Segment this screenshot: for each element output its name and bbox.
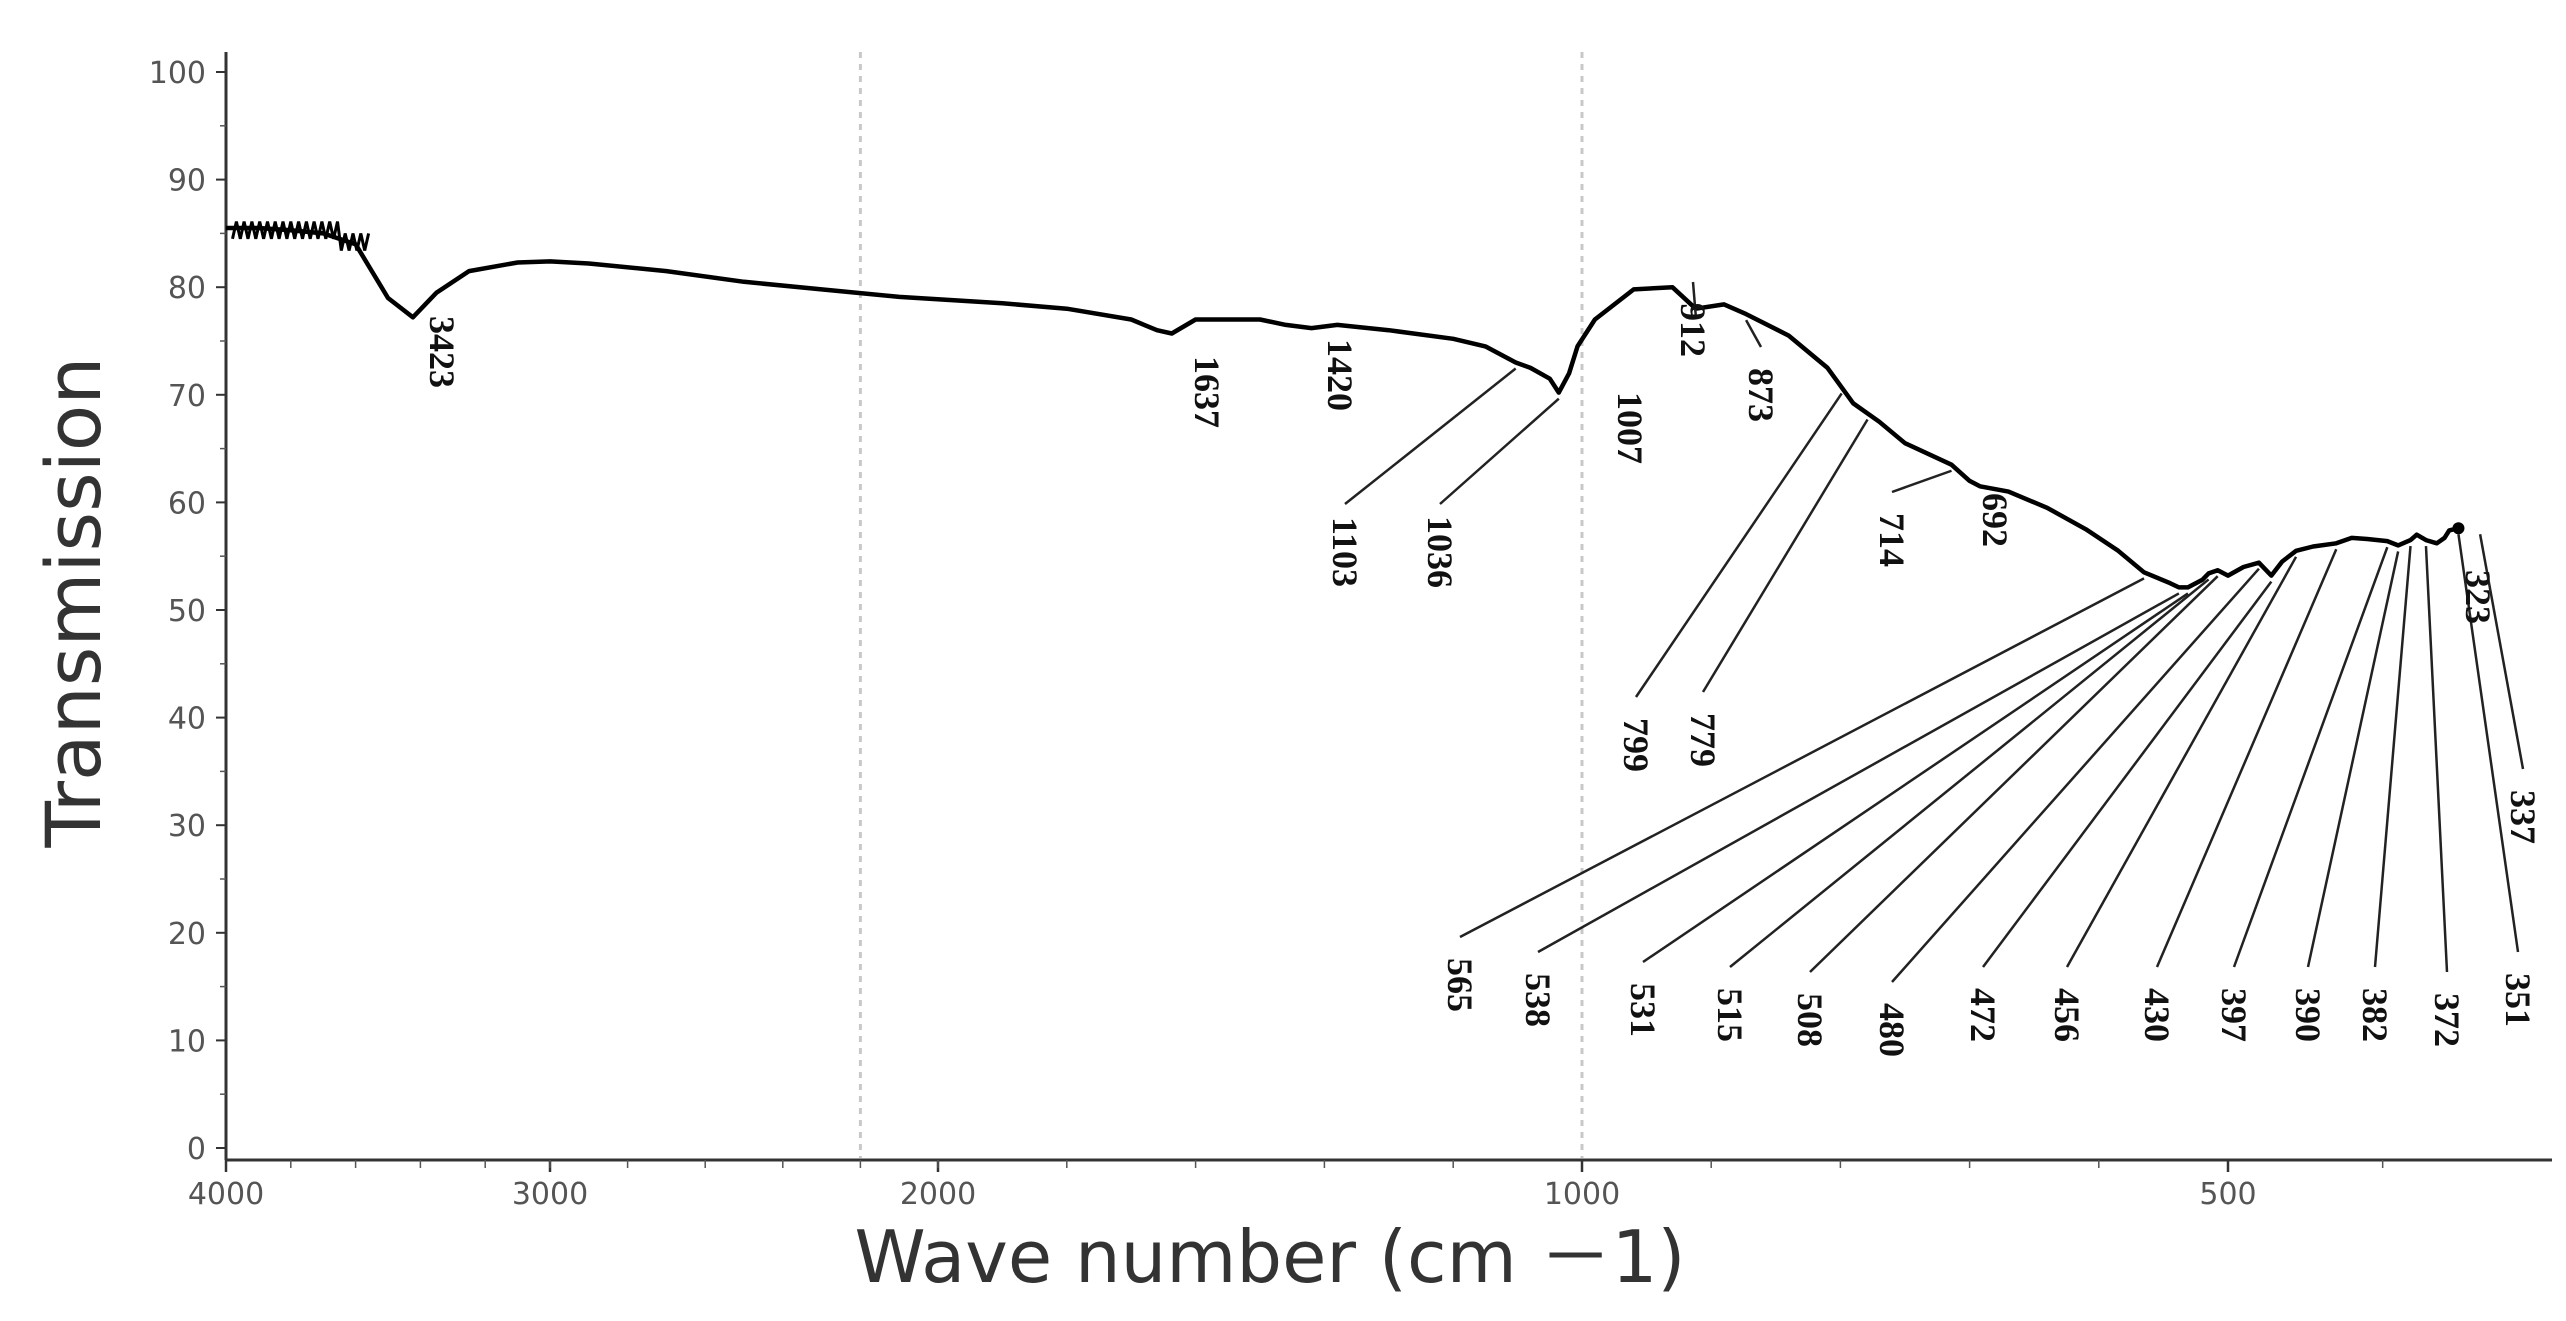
annotation-leader-538 [1537, 592, 2180, 954]
y-tick-label: 40 [168, 702, 206, 737]
peak-label-480: 480 [1872, 1003, 1912, 1057]
peak-label-3423: 3423 [422, 316, 462, 388]
peak-label-912: 912 [1673, 303, 1713, 357]
tick-labels: 0 10 20 30 40 50 60 70 80 90 100 4000 3000 2000 1000 50… [149, 56, 2257, 1212]
annotation-leader-714 [1891, 469, 1952, 494]
peak-label-337: 337 [2503, 790, 2543, 844]
y-axis-title: Transmission [29, 357, 118, 849]
peak-label-508: 508 [1790, 993, 1830, 1047]
peak-label-430: 430 [2137, 988, 2177, 1042]
annotation-leader-565 [1459, 577, 2145, 939]
annotation-leader-779 [1701, 418, 1869, 693]
peak-label-714: 714 [1872, 513, 1912, 567]
peak-label-397: 397 [2214, 988, 2254, 1042]
peak-label-382: 382 [2355, 988, 2395, 1042]
y-tick-label: 80 [168, 271, 206, 306]
y-tick-label: 10 [168, 1024, 206, 1059]
tick-marks [216, 71, 2384, 1172]
peak-label-692: 692 [1975, 493, 2015, 547]
peak-label-531: 531 [1623, 983, 1663, 1037]
annotation-leader-799 [1634, 392, 1843, 698]
annotation-leader-456 [2065, 556, 2298, 968]
x-tick-label: 2000 [900, 1177, 976, 1212]
peak-label-1007: 1007 [1610, 392, 1650, 464]
y-tick-label: 20 [168, 917, 206, 952]
peak-label-456: 456 [2047, 988, 2087, 1042]
peak-label-472: 472 [1963, 988, 2003, 1042]
y-tick-label: 0 [187, 1132, 206, 1167]
y-tick-label: 90 [168, 164, 206, 199]
annotation-leader-508 [1809, 575, 2219, 973]
annotation-leader-1103 [1344, 367, 1517, 505]
peak-label-565: 565 [1440, 958, 1480, 1012]
y-tick-label: 100 [149, 56, 206, 91]
annotation-leader-390 [2306, 551, 2400, 968]
spectrum-end-marker [2452, 522, 2465, 535]
y-tick-label: 50 [168, 594, 206, 629]
x-tick-label: 4000 [188, 1177, 264, 1212]
peak-label-515: 515 [1710, 988, 1750, 1042]
annotation-leader-472 [1981, 580, 2273, 968]
annotation-leader-430 [2155, 548, 2338, 968]
peak-label-1103: 1103 [1325, 517, 1365, 587]
axes [224, 52, 2552, 1162]
spectrum-noise [231, 221, 371, 251]
annotation-leader-515 [1729, 578, 2210, 968]
x-tick-label: 500 [2199, 1177, 2256, 1212]
x-tick-label: 1000 [1544, 1177, 1620, 1212]
annotation-leader-1036 [1439, 397, 1560, 505]
peak-label-779: 779 [1683, 713, 1723, 767]
peak-label-538: 538 [1518, 973, 1558, 1027]
annotation-leader-912 [1691, 281, 1697, 315]
peak-label-390: 390 [2288, 988, 2328, 1042]
peak-label-799: 799 [1616, 718, 1656, 772]
peak-label-323: 323 [2458, 570, 2498, 624]
peak-label-1420: 1420 [1320, 339, 1360, 411]
y-tick-label: 30 [168, 809, 206, 844]
grid-guides [858, 52, 1584, 1158]
annotation-leader-873 [1744, 319, 1763, 348]
annotation-leader-351 [2457, 534, 2520, 953]
peak-label-351: 351 [2498, 973, 2538, 1027]
y-tick-label: 70 [168, 379, 206, 414]
annotation-leader-337 [2478, 533, 2525, 770]
peak-annotations: 3423 1637 1420 1103 1036 1007 912 873 799 779 714 6… [422, 281, 2543, 1057]
annotation-leader-372 [2424, 545, 2449, 973]
annotation-leader-531 [1642, 592, 2189, 964]
x-tick-label: 3000 [512, 1177, 588, 1212]
peak-label-1637: 1637 [1187, 356, 1227, 428]
annotation-leader-480 [1891, 567, 2260, 983]
x-axis-title: Wave number (cm －1) [855, 1215, 1686, 1299]
y-tick-label: 60 [168, 486, 206, 521]
peak-label-1036: 1036 [1420, 516, 1460, 588]
peak-label-372: 372 [2427, 993, 2467, 1047]
annotation-leader-397 [2232, 546, 2389, 968]
peak-label-873: 873 [1741, 368, 1781, 422]
annotation-leader-382 [2373, 545, 2412, 968]
